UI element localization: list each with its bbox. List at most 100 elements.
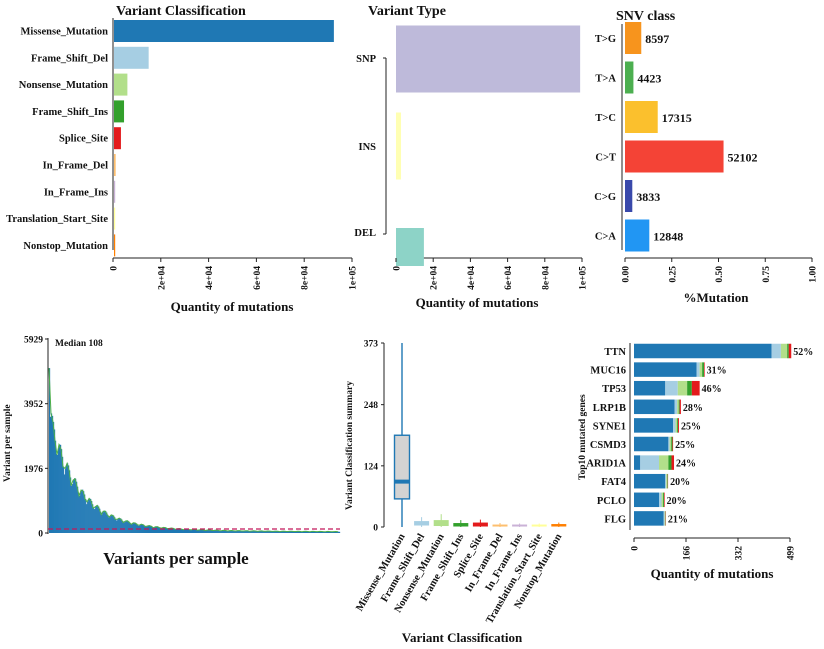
- top10-percent-label: 52%: [793, 347, 813, 358]
- vps-sample-bar: [64, 474, 66, 533]
- vps-sample-bar: [97, 505, 99, 533]
- vps-sample-bar: [223, 530, 225, 533]
- vps-sample-bar: [297, 531, 300, 533]
- top10-muc16-frame_shift_ins: [702, 362, 705, 377]
- top10-x-tick-label: 0: [631, 546, 641, 551]
- vps-sample-bar: [116, 520, 118, 533]
- vps-sample-bar: [306, 531, 309, 533]
- top10-arid1a-missense_mutation: [634, 455, 641, 470]
- vps-sample-bar: [171, 527, 173, 533]
- top10-percent-label: 20%: [670, 477, 690, 488]
- vps-sample-bar: [149, 525, 151, 533]
- vps-sample-bar: [312, 531, 315, 533]
- vcs-y-tick-label: 0: [373, 524, 378, 534]
- vps-sample-bar: [58, 448, 60, 533]
- vps-sample-bar: [51, 413, 53, 533]
- vps-sample-bar: [164, 527, 166, 533]
- vps-sample-bar: [316, 531, 319, 533]
- vc-category-label: Frame_Shift_Del: [31, 53, 108, 64]
- vps-sample-bar: [104, 510, 106, 533]
- vps-sample-bar: [110, 515, 112, 533]
- vt-bar-ins: [396, 112, 402, 180]
- vps-sample-bar: [95, 506, 97, 533]
- snv-category-label: T>G: [595, 34, 616, 45]
- vps-sample-bar: [142, 524, 144, 533]
- top10-percent-label: 25%: [681, 421, 701, 432]
- vps-sample-bar: [334, 531, 337, 533]
- vps-sample-bar: [66, 464, 68, 533]
- snv-bar-t-to-g: [625, 22, 642, 54]
- vps-sample-bar: [225, 530, 227, 533]
- vps-sample-bar: [61, 449, 63, 533]
- top10-flg-nonsense_mutation: [664, 511, 666, 526]
- vps-y-tick-label: 1976: [24, 465, 43, 475]
- top10-syne1-splice_site: [678, 418, 680, 433]
- vc-bar-in_frame_del: [114, 154, 116, 176]
- vcs-y-tick-label: 373: [364, 340, 379, 350]
- snv-count-label: 8597: [645, 32, 669, 46]
- vps-sample-bar: [77, 486, 79, 533]
- vps-sample-bar: [302, 531, 305, 533]
- vps-sample-bar: [245, 530, 247, 533]
- top10-csmd3-frame_shift_del: [668, 436, 670, 452]
- vps-sample-bar: [206, 530, 208, 533]
- vps-sample-bar: [320, 531, 323, 533]
- top10-syne1-frame_shift_del: [673, 418, 676, 433]
- vps-sample-bar: [304, 531, 307, 533]
- vps-sample-bar: [300, 531, 303, 533]
- top10-tp53-nonsense_mutation: [677, 380, 688, 396]
- vps-sample-bar: [277, 531, 279, 533]
- vps-sample-bar: [325, 531, 328, 533]
- vps-sample-bar: [127, 520, 129, 533]
- vps-sample-bar: [117, 519, 119, 533]
- top10-tp53-frame_shift_del: [665, 380, 678, 396]
- vps-sample-bar: [146, 526, 148, 533]
- vcs-box-missense_mutation: [393, 434, 411, 500]
- vc-x-label: Quantity of mutations: [171, 299, 294, 314]
- top10-pclo-splice_site: [664, 492, 665, 508]
- vps-sample-bar: [328, 531, 331, 533]
- top10-gene-label: TTN: [604, 347, 626, 358]
- vps-sample-bar: [336, 531, 339, 533]
- vps-sample-bar: [276, 531, 278, 533]
- vt-category-label: SNP: [356, 54, 376, 65]
- vps-sample-bar: [335, 531, 338, 533]
- vc-bar-splice_site: [114, 127, 121, 150]
- top10-gene-label: FLG: [604, 514, 626, 525]
- vps-sample-bar: [210, 530, 212, 533]
- vps-sample-bar: [284, 531, 286, 533]
- vps-sample-bar: [101, 514, 103, 533]
- vc-bar-nonstop_mutation: [114, 234, 116, 257]
- vps-sample-bar: [202, 529, 204, 533]
- vps-sample-bar: [252, 530, 254, 533]
- snv-category-label: T>C: [595, 113, 616, 124]
- vc-category-label: Nonstop_Mutation: [23, 241, 108, 252]
- vt-bar-del: [396, 228, 424, 266]
- vps-sample-bar: [199, 529, 201, 533]
- vps-sample-bar: [221, 530, 223, 533]
- vps-sample-bar: [60, 444, 62, 533]
- vps-sample-bar: [242, 531, 244, 533]
- vps-sample-bar: [166, 528, 168, 533]
- vps-sample-bar: [249, 531, 251, 533]
- vt-x-tick-label: 2e+04: [430, 266, 440, 290]
- vps-sample-bar: [291, 531, 293, 533]
- vcs-box-nonsense_mutation: [433, 520, 449, 527]
- vps-sample-bar: [282, 531, 284, 533]
- vps-sample-bar: [211, 530, 213, 533]
- vps-sample-bar: [305, 531, 308, 533]
- vps-sample-bar: [54, 429, 56, 533]
- vps-sample-bar: [222, 530, 224, 533]
- vps-sample-bar: [62, 456, 64, 533]
- top10-percent-label: 25%: [675, 440, 695, 451]
- top10-flg-frame_shift_del: [663, 511, 665, 526]
- top10-gene-label: ARID1A: [586, 459, 626, 470]
- vps-sample-bar: [102, 512, 104, 533]
- vps-sample-bar: [154, 527, 156, 533]
- snv-count-label: 52102: [728, 151, 758, 165]
- top10-x-label: Quantity of mutations: [651, 566, 774, 581]
- vps-sample-bar: [50, 416, 52, 533]
- vps-sample-bar: [168, 528, 170, 533]
- vps-sample-bar: [267, 531, 269, 533]
- top10-csmd3-splice_site: [672, 436, 674, 452]
